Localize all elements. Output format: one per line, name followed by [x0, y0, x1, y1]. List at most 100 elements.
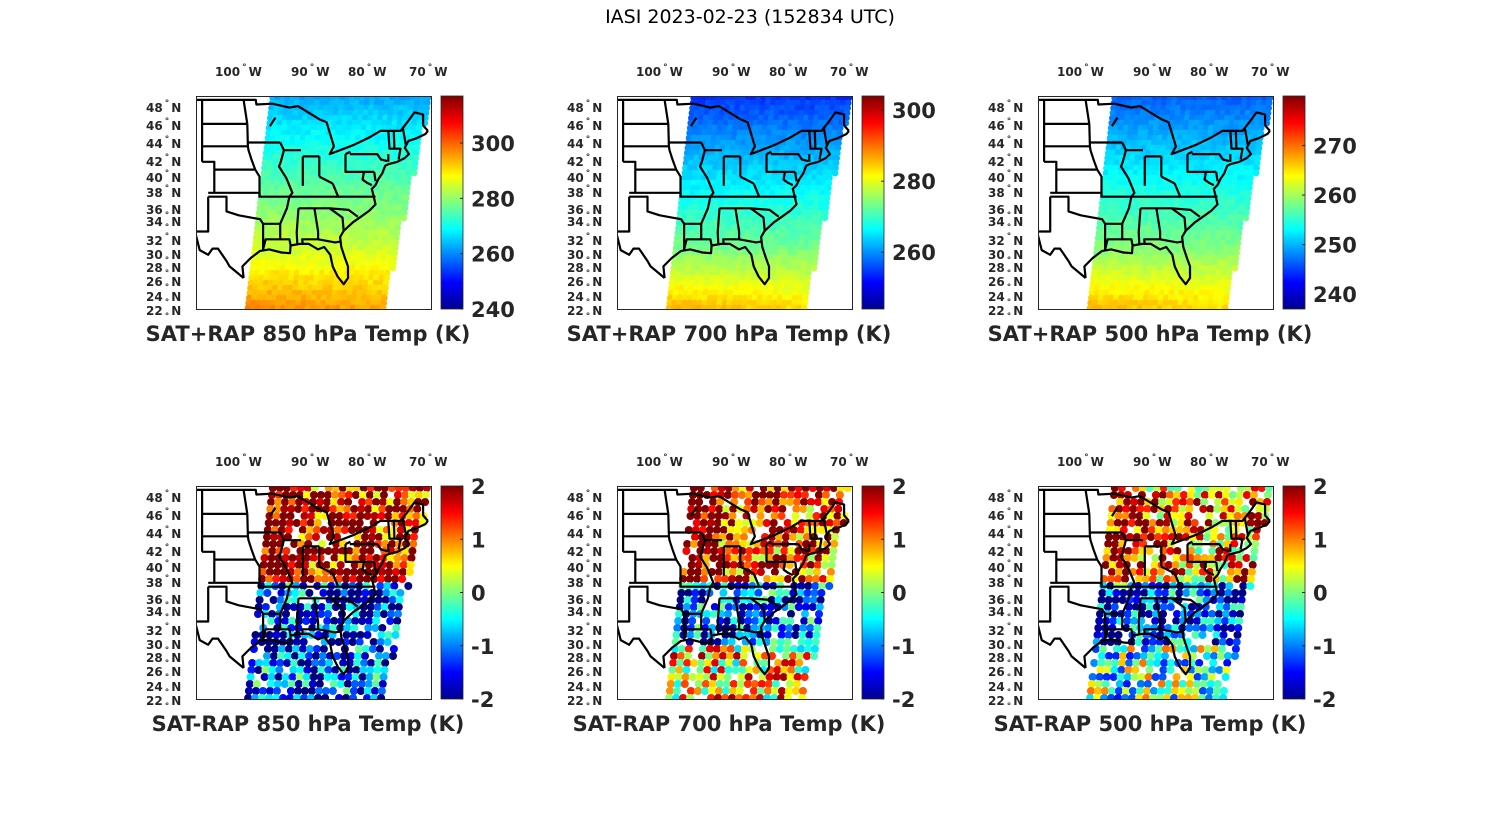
- swath-point: [350, 299, 358, 307]
- swath-point: [1123, 119, 1131, 127]
- swath-point: [292, 519, 301, 527]
- swath-point: [1153, 249, 1160, 257]
- swath-point: [776, 124, 784, 132]
- swath-point: [335, 254, 343, 262]
- swath-point: [366, 164, 373, 172]
- swath-point: [374, 596, 383, 604]
- swath-point: [778, 109, 786, 117]
- border-line: [318, 175, 334, 185]
- swath-point: [296, 164, 303, 172]
- swath-point: [327, 284, 334, 292]
- swath-point: [312, 526, 321, 534]
- swath-point: [726, 124, 734, 132]
- swath-point: [768, 526, 777, 534]
- swath-point: [686, 568, 695, 576]
- swath-point: [403, 189, 410, 197]
- swath-point: [1157, 129, 1165, 137]
- swath-point: [397, 194, 405, 202]
- swath-point: [712, 244, 720, 252]
- swath-point: [244, 687, 253, 695]
- swath-point: [1117, 299, 1125, 307]
- swath-point: [277, 284, 284, 292]
- swath-point: [394, 219, 402, 227]
- swath-point: [1197, 299, 1205, 307]
- swath-point: [358, 274, 365, 282]
- swath-point: [370, 694, 379, 699]
- swath-point: [250, 259, 257, 267]
- swath-point: [706, 169, 714, 177]
- swath-point: [296, 289, 304, 297]
- swath-point: [373, 104, 380, 112]
- swath-point: [818, 194, 826, 202]
- swath-point: [1202, 254, 1210, 262]
- swath-point: [1181, 139, 1188, 147]
- swath-point: [247, 279, 255, 287]
- swath-point: [799, 144, 807, 152]
- swath-point: [356, 575, 365, 583]
- swath-point: [407, 491, 416, 499]
- swath-point: [258, 269, 266, 277]
- swath-point: [739, 144, 747, 152]
- swath-point: [724, 99, 732, 107]
- swath-point: [375, 589, 384, 597]
- swath-point: [811, 174, 818, 182]
- swath-point: [380, 666, 389, 674]
- swath-point: [366, 610, 374, 618]
- swath-point: [359, 547, 368, 555]
- swath-point: [378, 229, 386, 237]
- swath-point: [319, 139, 326, 147]
- swath-point: [278, 274, 285, 282]
- swath-point: [275, 174, 282, 182]
- swath-point: [691, 214, 699, 222]
- swath-point: [393, 229, 401, 237]
- swath-point: [768, 114, 775, 122]
- swath-point: [335, 129, 343, 137]
- swath-point: [328, 229, 336, 237]
- swath-point: [1156, 134, 1164, 142]
- swath-point: [330, 617, 339, 625]
- swath-point: [723, 114, 730, 122]
- swath-point: [1212, 124, 1220, 132]
- border-line: [689, 117, 698, 127]
- swath-point: [1162, 214, 1170, 222]
- swath-point: [1112, 259, 1119, 267]
- swath-point: [1242, 214, 1250, 222]
- swath-point: [311, 659, 320, 667]
- swath-point: [1127, 254, 1135, 262]
- swath-point: [1222, 294, 1230, 302]
- swath-point: [317, 603, 326, 611]
- swath-point: [324, 486, 333, 492]
- swath-point: [1147, 259, 1154, 267]
- swath-point: [779, 229, 787, 237]
- swath-point: [362, 114, 369, 122]
- swath-point: [287, 284, 294, 292]
- swath-point: [378, 680, 387, 688]
- swath-point: [1087, 299, 1095, 307]
- swath-point: [695, 134, 703, 142]
- swath-point: [814, 229, 822, 237]
- swath-point: [768, 279, 776, 287]
- swath-point: [1161, 179, 1169, 187]
- swath-point: [322, 109, 330, 117]
- swath-point: [261, 666, 270, 674]
- swath-point: [251, 694, 260, 699]
- swath-point: [388, 540, 397, 548]
- swath-point: [803, 234, 811, 242]
- swath-point: [1231, 224, 1238, 232]
- swath-point: [1218, 244, 1226, 252]
- swath-point: [1137, 299, 1145, 307]
- swath-point: [278, 519, 287, 527]
- swath-point: [1193, 119, 1201, 127]
- swath-point: [691, 533, 699, 541]
- swath-point: [767, 244, 775, 252]
- swath-point: [290, 214, 298, 222]
- swath-point: [792, 249, 799, 257]
- swath-point: [356, 512, 365, 520]
- swath-point: [1108, 164, 1115, 172]
- swath-point: [715, 134, 723, 142]
- swath-point: [285, 519, 294, 527]
- border-line: [262, 238, 281, 250]
- latitude-tick-label: 30 ° N: [567, 248, 602, 266]
- swath-point: [305, 169, 313, 177]
- swath-point: [338, 99, 346, 107]
